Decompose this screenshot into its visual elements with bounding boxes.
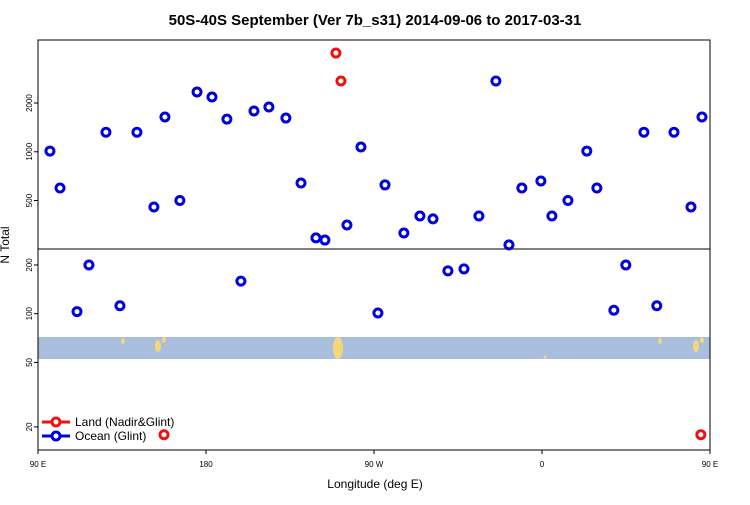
y-tick-label: 100 bbox=[25, 306, 34, 320]
x-tick-label: 0 bbox=[540, 460, 545, 469]
y-tick-label: 200 bbox=[25, 258, 34, 272]
x-tick-label: 90 W bbox=[365, 460, 384, 469]
point bbox=[263, 101, 275, 113]
point bbox=[591, 182, 603, 194]
point bbox=[562, 195, 574, 207]
point bbox=[148, 201, 160, 213]
point bbox=[235, 275, 247, 287]
y-tick-label: 2000 bbox=[25, 94, 34, 112]
point bbox=[295, 177, 307, 189]
point bbox=[581, 145, 593, 157]
point bbox=[696, 111, 708, 123]
point bbox=[442, 265, 454, 277]
point bbox=[651, 300, 663, 312]
point bbox=[335, 75, 347, 87]
point bbox=[71, 306, 83, 318]
point bbox=[372, 307, 384, 319]
land-blobs bbox=[121, 337, 704, 359]
point bbox=[668, 126, 680, 138]
point bbox=[319, 234, 331, 246]
point bbox=[414, 210, 426, 222]
map-strip bbox=[38, 337, 710, 359]
point bbox=[516, 182, 528, 194]
x-axis-label: Longitude (deg E) bbox=[327, 477, 422, 491]
x-tick-label: 180 bbox=[199, 460, 213, 469]
point bbox=[83, 259, 95, 271]
point bbox=[695, 429, 707, 441]
point bbox=[206, 91, 218, 103]
point bbox=[427, 213, 439, 225]
y-tick-label: 50 bbox=[25, 357, 34, 366]
y-axis-label: N Total bbox=[0, 226, 12, 263]
point bbox=[221, 113, 233, 125]
point bbox=[54, 182, 66, 194]
point bbox=[355, 141, 367, 153]
point bbox=[310, 232, 322, 244]
point bbox=[398, 227, 410, 239]
point bbox=[248, 105, 260, 117]
point bbox=[114, 300, 126, 312]
point bbox=[535, 175, 547, 187]
y-tick-label: 20 bbox=[25, 422, 34, 431]
point bbox=[341, 219, 353, 231]
y-tick-label: 1000 bbox=[25, 142, 34, 160]
point bbox=[638, 126, 650, 138]
point bbox=[330, 47, 342, 59]
point bbox=[191, 86, 203, 98]
y-tick-label: 500 bbox=[25, 193, 34, 207]
legend-marker bbox=[50, 430, 62, 442]
point bbox=[159, 111, 171, 123]
point bbox=[100, 126, 112, 138]
point bbox=[131, 126, 143, 138]
chart-title: 50S-40S September (Ver 7b_s31) 2014-09-0… bbox=[169, 12, 582, 29]
point bbox=[546, 210, 558, 222]
point bbox=[379, 179, 391, 191]
point bbox=[608, 304, 620, 316]
point bbox=[503, 239, 515, 251]
point bbox=[174, 195, 186, 207]
legend-marker bbox=[50, 416, 62, 428]
legend-label: Land (Nadir&Glint) bbox=[75, 415, 174, 429]
point bbox=[458, 263, 470, 275]
point bbox=[473, 210, 485, 222]
x-tick-label: 90 E bbox=[702, 460, 718, 469]
point bbox=[620, 259, 632, 271]
point bbox=[158, 429, 170, 441]
point bbox=[490, 75, 502, 87]
x-tick-label: 90 E bbox=[30, 460, 46, 469]
point bbox=[44, 145, 56, 157]
legend-label: Ocean (Glint) bbox=[75, 429, 146, 443]
point bbox=[685, 201, 697, 213]
point bbox=[280, 112, 292, 124]
plot-frame bbox=[37, 39, 711, 451]
